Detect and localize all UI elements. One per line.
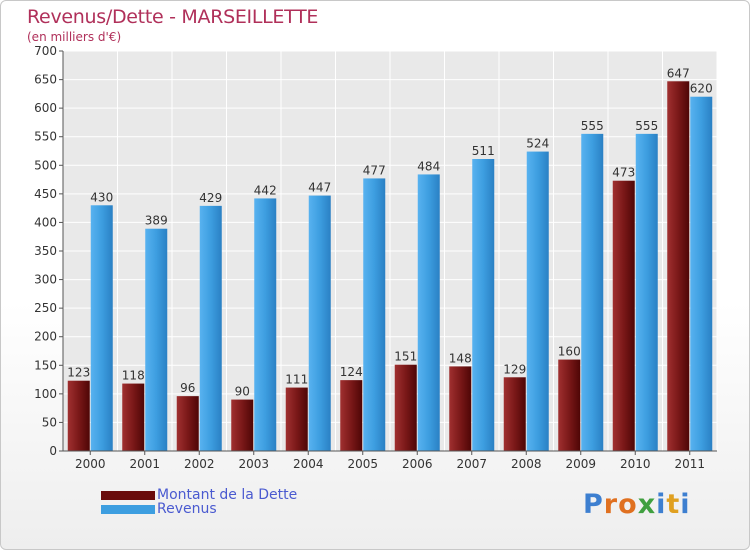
legend-swatch-revenus xyxy=(101,505,155,514)
bar-revenus xyxy=(363,178,386,451)
x-tick-label: 2008 xyxy=(511,457,542,471)
bar-dette xyxy=(67,380,90,451)
data-label-dette: 160 xyxy=(558,345,581,359)
bar-revenus xyxy=(90,205,113,451)
y-tick-label: 50 xyxy=(42,415,57,429)
data-label-dette: 96 xyxy=(180,381,195,395)
y-tick-label: 650 xyxy=(34,73,57,87)
y-tick-label: 100 xyxy=(34,387,57,401)
x-tick-label: 2003 xyxy=(238,457,269,471)
bar-dette xyxy=(285,387,308,451)
legend-swatch-dette xyxy=(101,491,155,500)
bar-dette xyxy=(503,377,526,451)
y-tick-label: 550 xyxy=(34,130,57,144)
y-tick-label: 150 xyxy=(34,358,57,372)
data-label-dette: 124 xyxy=(340,365,363,379)
bar-dette xyxy=(394,364,417,451)
x-tick-label: 2002 xyxy=(184,457,215,471)
x-tick-label: 2000 xyxy=(75,457,106,471)
logo-letter: P xyxy=(583,489,604,520)
legend-label-revenus: Revenus xyxy=(157,501,217,517)
bar-dette xyxy=(122,383,145,451)
logo-letter: i xyxy=(680,489,691,520)
bar-dette xyxy=(231,399,254,451)
y-tick-label: 200 xyxy=(34,330,57,344)
data-label-revenus: 477 xyxy=(363,163,386,177)
x-tick-label: 2010 xyxy=(620,457,651,471)
data-label-revenus: 442 xyxy=(254,183,277,197)
logo-letter: o xyxy=(618,489,638,520)
bar-revenus xyxy=(635,133,658,451)
data-label-dette: 129 xyxy=(503,362,526,376)
data-label-revenus: 447 xyxy=(308,181,331,195)
y-tick-label: 450 xyxy=(34,187,57,201)
y-tick-label: 500 xyxy=(34,158,57,172)
chart-title: Revenus/Dette - MARSEILLETTE xyxy=(27,6,319,28)
bar-revenus xyxy=(417,174,440,451)
data-label-dette: 647 xyxy=(667,66,690,80)
logo-letter: i xyxy=(656,489,667,520)
y-tick-label: 400 xyxy=(34,215,57,229)
y-tick-label: 600 xyxy=(34,101,57,115)
y-tick-label: 350 xyxy=(34,244,57,258)
bar-revenus xyxy=(254,198,277,451)
y-tick-label: 0 xyxy=(49,444,57,458)
data-label-revenus: 430 xyxy=(90,190,113,204)
bar-revenus xyxy=(690,96,713,451)
y-tick-label: 300 xyxy=(34,273,57,287)
bar-revenus xyxy=(526,151,549,452)
bar-dette xyxy=(449,366,472,451)
data-label-dette: 111 xyxy=(285,373,308,387)
bar-revenus xyxy=(581,133,604,451)
bar-revenus xyxy=(472,159,495,451)
x-tick-label: 2009 xyxy=(565,457,596,471)
data-label-revenus: 429 xyxy=(199,191,222,205)
chart-subtitle: (en milliers d'€) xyxy=(27,30,122,44)
logo-letter: r xyxy=(603,489,619,520)
data-label-dette: 123 xyxy=(67,366,90,380)
data-label-dette: 473 xyxy=(612,166,635,180)
bar-revenus xyxy=(308,195,331,451)
x-tick-label: 2006 xyxy=(402,457,433,471)
x-tick-label: 2011 xyxy=(674,457,705,471)
data-label-revenus: 555 xyxy=(581,119,604,133)
legend-label-dette: Montant de la Dette xyxy=(157,487,298,503)
bar-dette xyxy=(340,380,363,451)
data-label-revenus: 555 xyxy=(635,119,658,133)
x-tick-label: 2007 xyxy=(456,457,487,471)
data-label-revenus: 484 xyxy=(417,159,440,173)
y-tick-label: 250 xyxy=(34,301,57,315)
x-tick-label: 2004 xyxy=(293,457,324,471)
data-label-revenus: 620 xyxy=(690,82,713,96)
data-label-dette: 148 xyxy=(449,351,472,365)
data-label-revenus: 524 xyxy=(526,137,549,151)
x-tick-label: 2001 xyxy=(129,457,160,471)
bar-dette xyxy=(667,81,690,452)
y-tick-label: 700 xyxy=(34,44,57,58)
data-label-revenus: 389 xyxy=(145,214,168,228)
proxiti-logo: Proxiti xyxy=(583,489,691,520)
bar-dette xyxy=(558,359,581,451)
data-label-dette: 90 xyxy=(235,385,250,399)
logo-letter: t xyxy=(666,489,681,520)
data-label-revenus: 511 xyxy=(472,144,495,158)
logo-letter: x xyxy=(637,489,657,520)
bar-dette xyxy=(612,180,635,451)
bar-revenus xyxy=(199,205,222,451)
bar-revenus xyxy=(145,228,168,451)
data-label-dette: 151 xyxy=(394,350,417,364)
x-tick-label: 2005 xyxy=(347,457,378,471)
bar-dette xyxy=(176,396,199,451)
data-label-dette: 118 xyxy=(122,369,145,383)
